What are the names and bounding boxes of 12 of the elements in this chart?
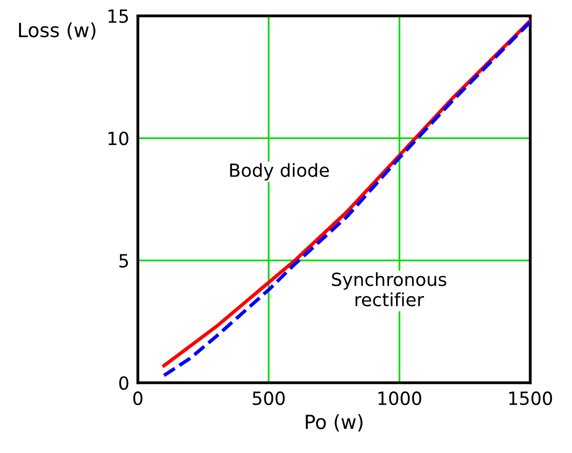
- y-tick-label: 10: [108, 132, 128, 146]
- y-tick-label: 15: [108, 10, 128, 23]
- y-tick-label: 0: [119, 376, 128, 390]
- x-tick-label: 500: [252, 391, 285, 406]
- series-label: Synchronous rectifier: [332, 272, 446, 306]
- series-label: Body diode: [230, 163, 329, 181]
- x-axis-title: Po (w): [306, 414, 362, 432]
- x-tick-label: 1500: [509, 391, 552, 406]
- x-tick-label: 1000: [378, 391, 422, 406]
- y-tick-label: 5: [119, 254, 128, 268]
- x-tick-label: 0: [133, 391, 142, 406]
- y-axis-title: Loss (w): [19, 22, 96, 40]
